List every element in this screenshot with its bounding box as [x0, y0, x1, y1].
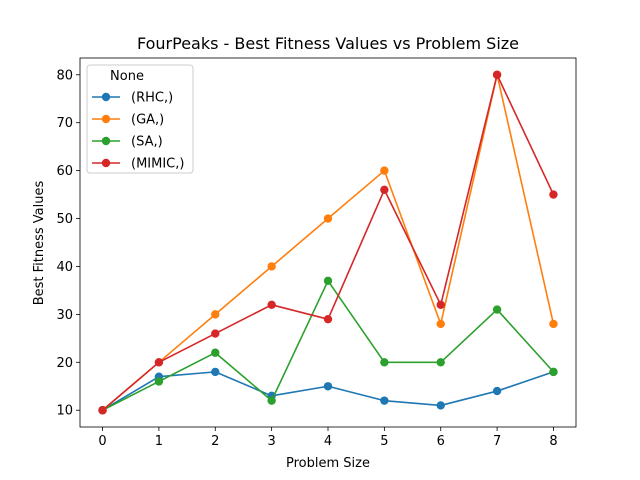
data-point	[380, 396, 389, 405]
x-axis-label: Problem Size	[286, 456, 370, 471]
x-tick-label: 6	[437, 434, 445, 449]
data-point	[492, 386, 502, 396]
legend-marker	[101, 136, 111, 146]
y-tick-label: 10	[56, 404, 73, 419]
data-point	[323, 214, 333, 223]
legend-entry: (GA,)	[131, 113, 164, 128]
data-point	[267, 262, 276, 271]
y-tick-label: 60	[56, 164, 73, 179]
data-point	[323, 276, 333, 286]
data-point	[211, 329, 220, 338]
y-tick-label: 70	[56, 116, 73, 131]
data-point	[549, 190, 558, 199]
legend-marker	[101, 158, 111, 168]
data-point	[267, 396, 276, 405]
data-point	[492, 305, 502, 314]
data-point	[98, 406, 107, 415]
data-point	[154, 358, 164, 367]
data-point	[492, 70, 502, 79]
data-point	[436, 319, 445, 329]
x-tick-label: 5	[380, 434, 388, 449]
data-point	[380, 358, 389, 367]
y-tick-label: 40	[56, 260, 73, 275]
data-point	[436, 300, 445, 309]
data-point	[154, 377, 164, 386]
data-point	[436, 401, 445, 410]
y-tick-label: 80	[56, 68, 73, 83]
y-axis-label: Best Fitness Values	[32, 181, 47, 306]
data-point	[211, 348, 220, 357]
legend-entry: (RHC,)	[131, 91, 173, 106]
y-tick-label: 50	[56, 212, 73, 227]
x-tick-label: 2	[211, 434, 219, 449]
data-point	[436, 358, 445, 367]
legend-box	[86, 64, 194, 174]
y-tick-label: 30	[56, 308, 73, 323]
data-point	[267, 300, 276, 309]
legend-title: None	[110, 69, 144, 84]
data-point	[549, 367, 558, 377]
data-point	[211, 310, 220, 319]
data-point	[380, 166, 389, 175]
legend-entry: (MIMIC,)	[131, 157, 184, 172]
data-point	[323, 314, 333, 324]
x-tick-label: 4	[324, 434, 332, 449]
legend-entry: (SA,)	[131, 135, 163, 150]
legend-marker	[101, 114, 111, 124]
legend-marker	[101, 92, 111, 102]
chart-title: FourPeaks - Best Fitness Values vs Probl…	[137, 34, 519, 53]
x-tick-label: 0	[98, 434, 106, 449]
y-tick-label: 20	[56, 356, 73, 371]
x-tick-label: 7	[493, 434, 501, 449]
data-point	[549, 319, 558, 329]
data-point	[380, 185, 389, 194]
x-tick-label: 8	[549, 434, 557, 449]
x-tick-label: 3	[267, 434, 275, 449]
plot-frame	[79, 57, 577, 428]
x-tick-label: 1	[155, 434, 163, 449]
data-point	[323, 382, 333, 391]
data-point	[211, 367, 220, 377]
